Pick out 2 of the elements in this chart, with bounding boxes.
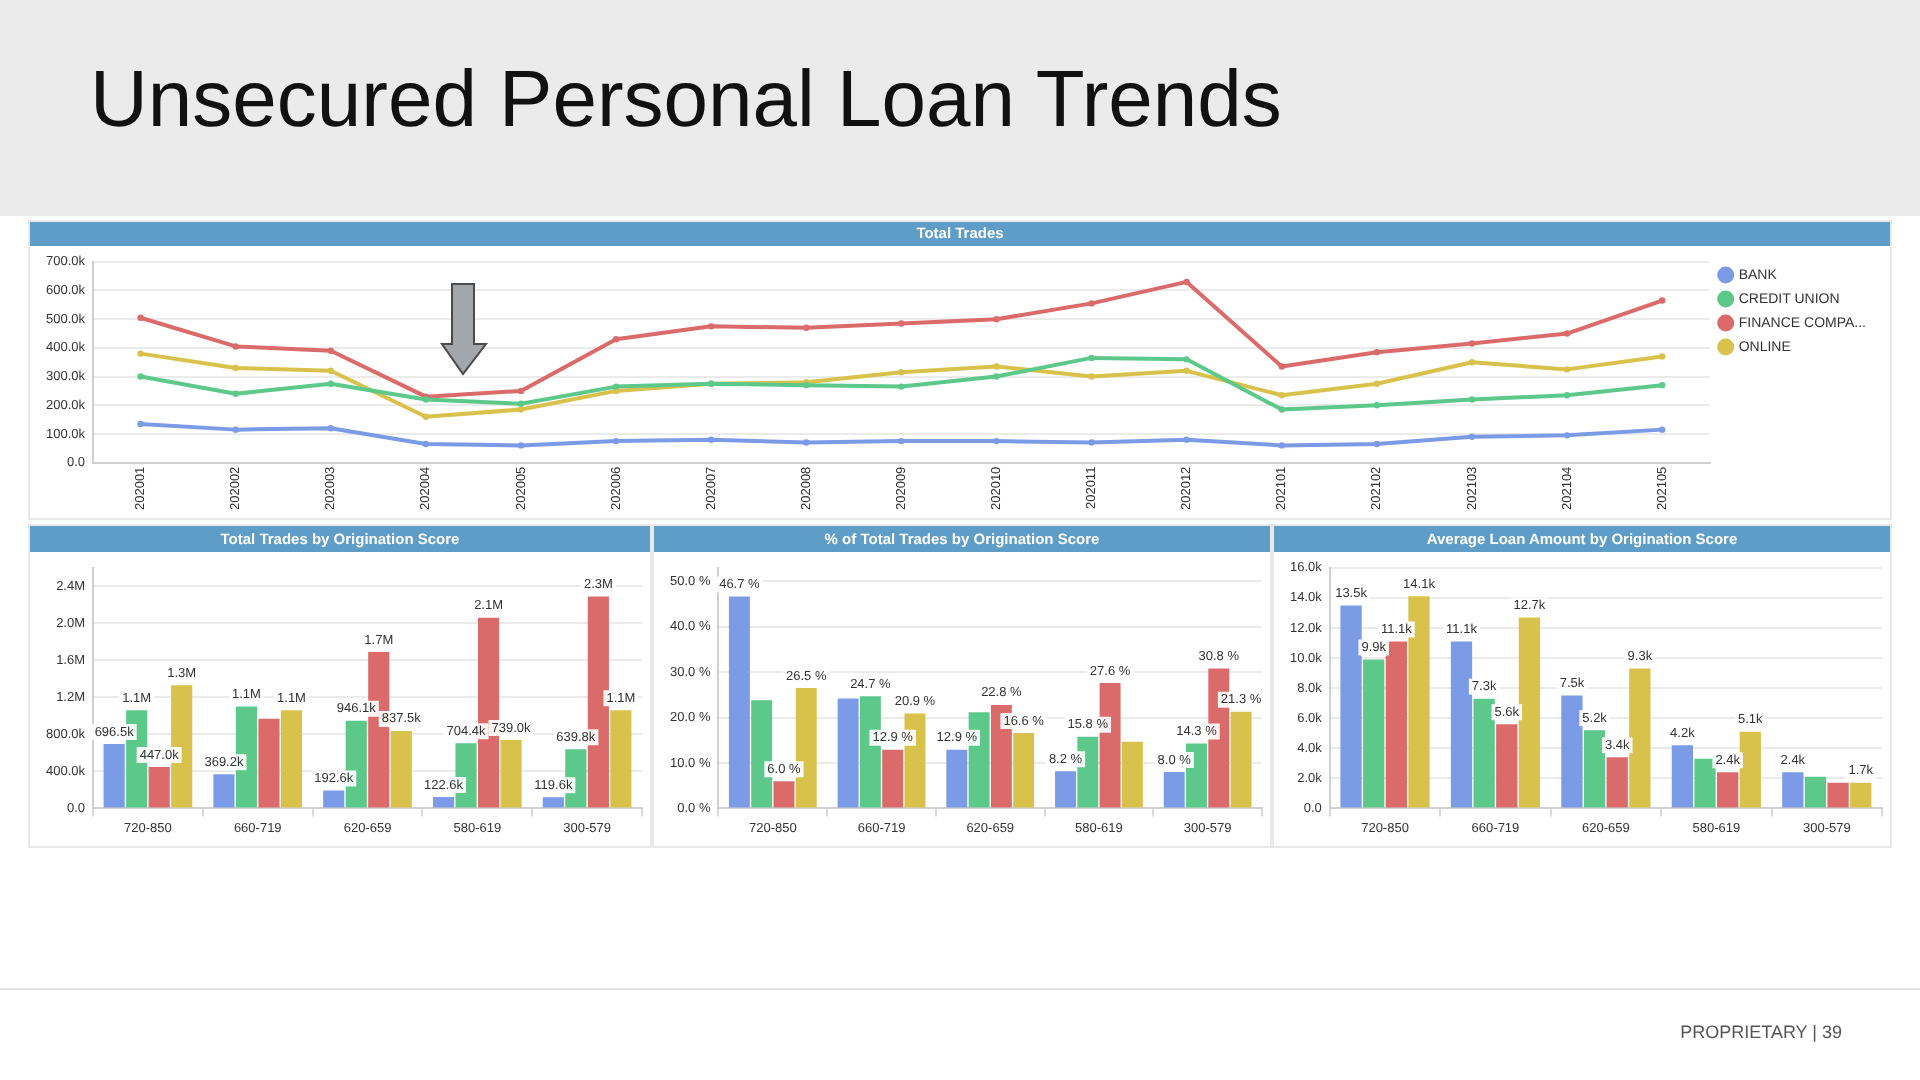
- text: Unsecured Personal Loan Trends: [90, 56, 1282, 146]
- text: PROPRIETARY | 39: [1680, 1022, 1842, 1042]
